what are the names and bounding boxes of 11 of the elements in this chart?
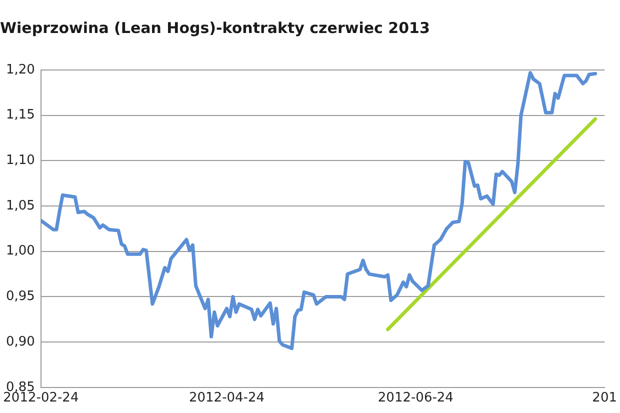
x-tick-label: 2012-04-24: [188, 390, 265, 406]
y-tick-label: 1,05: [6, 198, 35, 214]
x-tick-label: 201: [592, 390, 618, 406]
y-tick-label: 1,20: [6, 62, 35, 78]
chart-title: Wieprzowina (Lean Hogs)-kontrakty czerwiec 2013: [0, 18, 430, 37]
y-tick-label: 0,90: [6, 334, 35, 350]
y-tick-label: 1,10: [6, 153, 35, 168]
x-tick-label: 2012-06-24: [378, 390, 454, 406]
y-tick-label: 0,95: [6, 289, 35, 304]
y-tick-label: 1,00: [6, 244, 35, 259]
y-tick-label: 1,15: [6, 108, 35, 123]
